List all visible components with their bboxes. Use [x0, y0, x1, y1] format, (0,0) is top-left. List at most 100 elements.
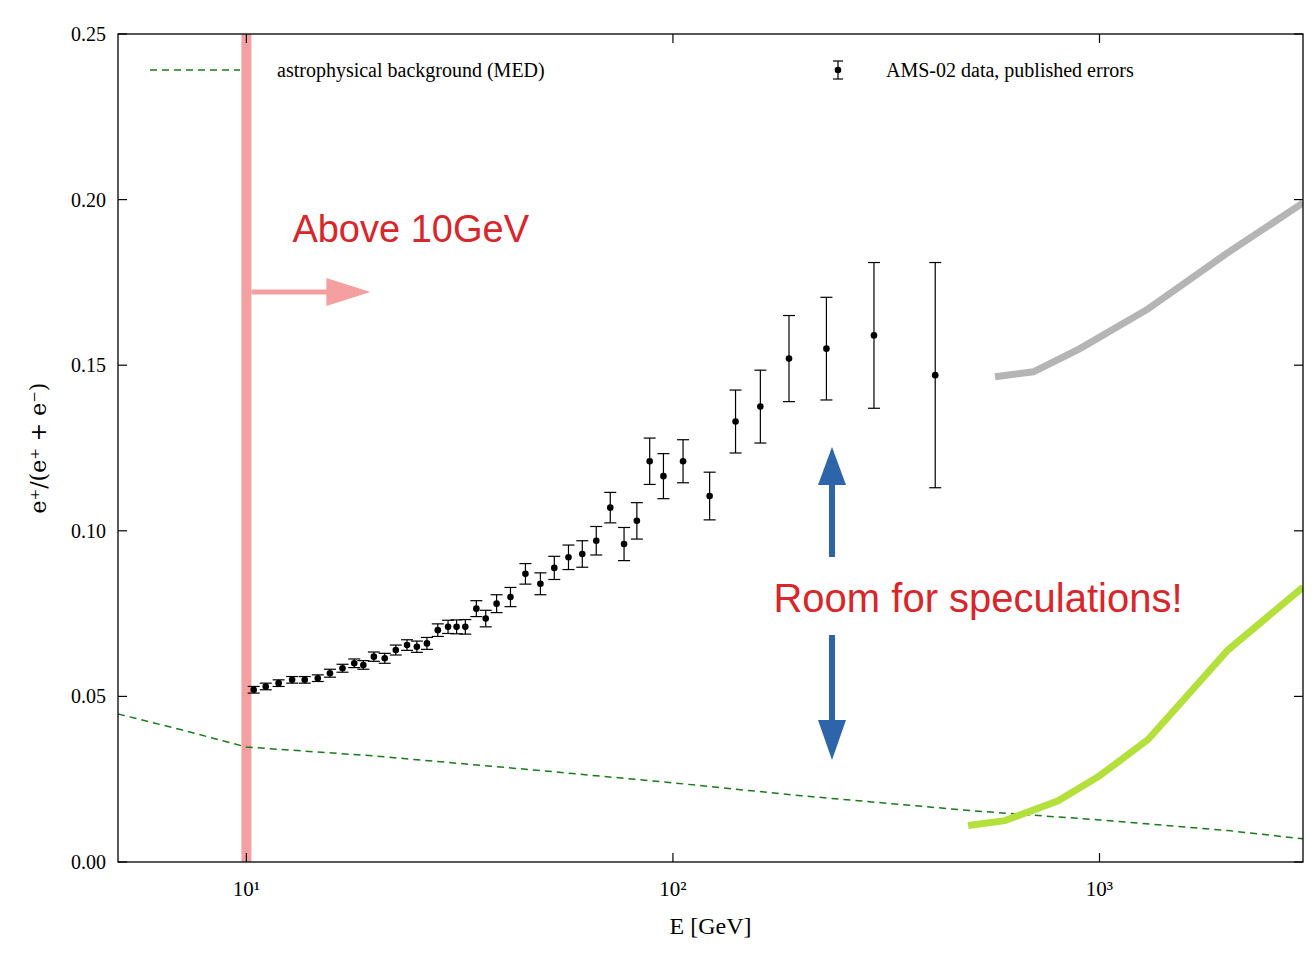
annotation-arrow: [829, 635, 835, 725]
error-bar: [470, 601, 482, 617]
data-point: [262, 683, 269, 690]
error-cap: [411, 640, 423, 641]
error-bar: [783, 316, 795, 402]
data-point: [757, 403, 764, 410]
error-cap: [432, 636, 444, 637]
error-bar: [730, 390, 742, 453]
error-bar: [548, 556, 560, 579]
error-cap: [704, 519, 716, 520]
data-point-group: [604, 492, 616, 522]
error-bar: [604, 492, 616, 522]
error-cap: [730, 452, 742, 453]
data-point: [593, 537, 600, 544]
error-bar: [299, 677, 311, 684]
data-point-group: [459, 620, 471, 635]
error-bar: [644, 438, 656, 484]
error-cap: [357, 669, 369, 670]
data-point: [565, 554, 572, 561]
data-point: [473, 605, 480, 612]
data-point-group: [576, 541, 588, 567]
error-cap: [534, 572, 546, 573]
plot-frame: [118, 34, 1303, 862]
y-tick: [118, 861, 127, 862]
legend-swatch: [833, 78, 843, 79]
error-bar: [704, 472, 716, 520]
error-bar: [868, 263, 880, 409]
data-point: [351, 660, 358, 667]
data-point: [371, 653, 378, 660]
data-point: [823, 345, 830, 352]
x-axis-title: E [GeV]: [670, 913, 752, 939]
y-tick: [118, 33, 127, 34]
data-point-group: [273, 680, 285, 687]
error-cap: [562, 569, 574, 570]
data-point: [275, 680, 282, 687]
data-point-group: [368, 652, 380, 661]
x-tick: [246, 853, 247, 862]
x-tick-label: 10³: [1086, 877, 1113, 901]
data-point: [339, 665, 346, 672]
data-point: [786, 355, 793, 362]
annotation-arrow: [818, 447, 846, 485]
error-bar: [286, 677, 298, 684]
data-point-group: [562, 545, 574, 570]
error-cap: [324, 677, 336, 678]
data-point: [706, 493, 713, 500]
error-cap: [576, 540, 588, 541]
data-point-group: [590, 526, 602, 554]
data-point: [414, 643, 421, 650]
data-point-group: [379, 653, 391, 663]
error-cap: [657, 453, 669, 454]
data-point: [579, 551, 586, 558]
data-point-group: [929, 263, 941, 488]
data-point-group: [324, 669, 336, 677]
error-cap: [604, 492, 616, 493]
data-point: [434, 627, 441, 634]
data-point-group: [470, 601, 482, 617]
y-tick: [1294, 365, 1303, 366]
data-point: [404, 642, 411, 649]
error-bar: [590, 526, 602, 554]
data-point: [392, 647, 399, 654]
y-tick: [118, 365, 127, 366]
data-point-group: [783, 316, 795, 402]
data-point-group: [480, 610, 492, 627]
data-point: [381, 655, 388, 662]
error-bar: [390, 645, 402, 655]
error-bar: [411, 641, 423, 652]
error-bar: [534, 573, 546, 595]
data-point: [507, 594, 514, 601]
error-bar: [631, 503, 643, 539]
annotation-arrow: [251, 290, 336, 295]
error-cap: [754, 370, 766, 371]
error-cap: [337, 664, 349, 665]
error-cap: [379, 653, 391, 654]
error-bar: [677, 440, 689, 483]
plot-data: [118, 203, 1303, 839]
error-cap: [704, 472, 716, 473]
error-cap: [368, 661, 380, 662]
error-bar: [576, 541, 588, 567]
error-cap: [929, 487, 941, 488]
data-point: [621, 541, 628, 548]
error-cap: [480, 610, 492, 611]
error-bar: [504, 587, 516, 606]
legend-item: astrophysical background (MED): [150, 59, 545, 82]
error-bar: [421, 637, 433, 649]
annotation-text: Above 10GeV: [292, 208, 529, 250]
y-tick: [118, 199, 127, 200]
error-bar: [260, 683, 272, 690]
error-cap: [504, 587, 516, 588]
data-point-group: [754, 370, 766, 443]
error-cap: [590, 526, 602, 527]
error-cap: [348, 658, 360, 659]
error-cap: [534, 594, 546, 595]
data-point-group: [451, 620, 463, 634]
data-point-group: [519, 564, 531, 585]
error-cap: [421, 649, 433, 650]
data-point-group: [390, 645, 402, 655]
error-cap: [491, 612, 503, 613]
data-point: [327, 670, 334, 677]
error-bar: [432, 624, 444, 637]
y-tick: [1294, 199, 1303, 200]
